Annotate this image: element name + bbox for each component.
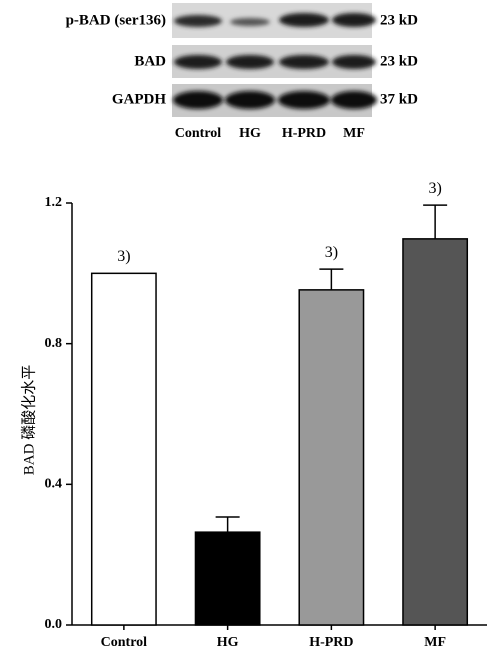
band: [332, 55, 376, 69]
band: [226, 55, 274, 69]
band: [279, 13, 329, 27]
y-tick-label: 0.4: [45, 477, 63, 492]
x-tick-label: MF: [424, 635, 446, 650]
y-tick-label: 0.8: [45, 336, 63, 351]
band: [174, 55, 222, 69]
blot-lane-label: HG: [239, 126, 261, 141]
blot-size-label: 23 kD: [380, 53, 418, 69]
y-axis-label: BAD 磷酸化水平: [20, 365, 37, 475]
band: [230, 18, 270, 26]
x-tick-label: H-PRD: [309, 635, 353, 650]
blot-size-label: 37 kD: [380, 91, 418, 107]
bar: [299, 290, 363, 625]
blot-lane-label: H-PRD: [282, 126, 326, 141]
significance-label: 3): [428, 180, 441, 197]
bar: [92, 273, 156, 625]
significance-label: 3): [325, 244, 338, 261]
blot-lane-label: Control: [175, 126, 222, 141]
blot-row-label: p-BAD (ser136): [66, 12, 166, 28]
band: [279, 55, 329, 69]
x-tick-label: HG: [217, 635, 239, 650]
blot-row-label: GAPDH: [112, 91, 166, 107]
blot-row-label: BAD: [134, 53, 166, 69]
western-blot: [172, 3, 377, 117]
significance-label: 3): [117, 248, 130, 265]
figure: p-BAD (ser136) 23 kD BAD 23 kD GAPDH 37 kD Con…: [0, 0, 490, 651]
band: [278, 91, 330, 109]
y-tick-label: 1.2: [45, 195, 63, 210]
band: [174, 15, 222, 27]
x-tick-label: Control: [101, 635, 148, 650]
blot-size-label: 23 kD: [380, 12, 418, 28]
blot-lane-label: MF: [343, 126, 365, 141]
band: [331, 91, 377, 109]
band: [332, 13, 376, 27]
bar: [195, 532, 259, 625]
bar: [403, 239, 467, 625]
y-tick-label: 0.0: [45, 617, 63, 632]
band: [225, 91, 275, 109]
band: [173, 91, 223, 109]
